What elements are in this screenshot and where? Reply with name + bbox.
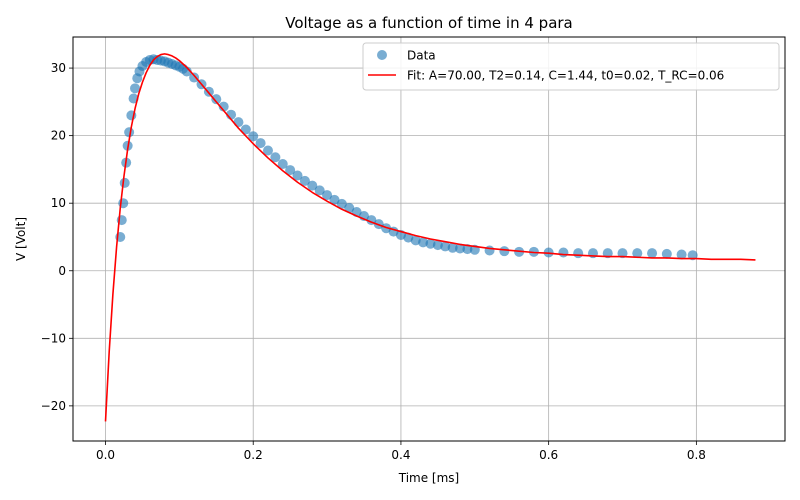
- data-point: [484, 245, 495, 256]
- data-point: [440, 241, 451, 252]
- data-point: [189, 72, 200, 83]
- data-point: [292, 170, 303, 181]
- data-point: [632, 248, 643, 259]
- data-point: [676, 249, 687, 260]
- chart-title: Voltage as a function of time in 4 para: [285, 14, 573, 32]
- x-tick-label: 0.4: [391, 448, 410, 462]
- x-axis-title: Time [ms]: [398, 471, 460, 485]
- x-tick-label: 0.0: [96, 448, 115, 462]
- data-point: [344, 202, 355, 213]
- data-point: [647, 248, 658, 259]
- data-point: [432, 240, 443, 251]
- data-point: [270, 152, 281, 163]
- legend: Data Fit: A=70.00, T2=0.14, C=1.44, t0=0…: [362, 42, 780, 91]
- data-point: [285, 165, 296, 176]
- x-tick-label: 0.6: [539, 448, 558, 462]
- y-tick-label: −20: [41, 399, 66, 413]
- data-point: [130, 83, 141, 94]
- data-point: [218, 101, 229, 112]
- legend-label-data: Data: [407, 49, 436, 63]
- fit-line: [104, 53, 756, 422]
- data-point: [277, 159, 288, 170]
- y-tick-label: 20: [51, 129, 66, 143]
- y-tick-label: 10: [51, 196, 66, 210]
- legend-box: [362, 42, 780, 91]
- data-point: [119, 177, 130, 188]
- data-point: [687, 250, 698, 261]
- data-point: [462, 244, 473, 255]
- data-point: [447, 242, 458, 253]
- x-tick-label: 0.2: [244, 448, 263, 462]
- data-point: [455, 243, 466, 254]
- data-point: [307, 180, 318, 191]
- data-point: [248, 131, 259, 142]
- data-point: [573, 248, 584, 259]
- data-point: [211, 94, 222, 105]
- data-point: [558, 247, 569, 258]
- data-point: [181, 66, 192, 77]
- fit-series-layer: [104, 53, 756, 422]
- data-point: [336, 198, 347, 209]
- data-point: [661, 248, 672, 259]
- y-tick-label: 30: [51, 61, 66, 75]
- data-point: [499, 246, 510, 257]
- data-point: [322, 190, 333, 201]
- data-point: [255, 138, 266, 149]
- y-axis-title: V [Volt]: [14, 217, 28, 261]
- plot-frame: [72, 36, 786, 442]
- data-point: [128, 93, 139, 104]
- y-tick-label: −10: [41, 331, 66, 345]
- data-point: [299, 175, 310, 186]
- data-point: [425, 238, 436, 249]
- legend-marker-data: [377, 50, 387, 60]
- data-point: [314, 185, 325, 196]
- legend-label-fit: Fit: A=70.00, T2=0.14, C=1.44, t0=0.02, …: [407, 69, 724, 83]
- data-point: [617, 248, 628, 259]
- data-point: [329, 194, 340, 205]
- data-point: [262, 145, 273, 156]
- data-point: [233, 117, 244, 128]
- axis-ticks: 0.0 0.2 0.4 0.6 0.8 −20 −10 0 10 20 30: [41, 61, 706, 462]
- y-tick-label: 0: [58, 264, 66, 278]
- data-point: [418, 237, 429, 248]
- data-point: [240, 124, 251, 135]
- x-tick-label: 0.8: [687, 448, 706, 462]
